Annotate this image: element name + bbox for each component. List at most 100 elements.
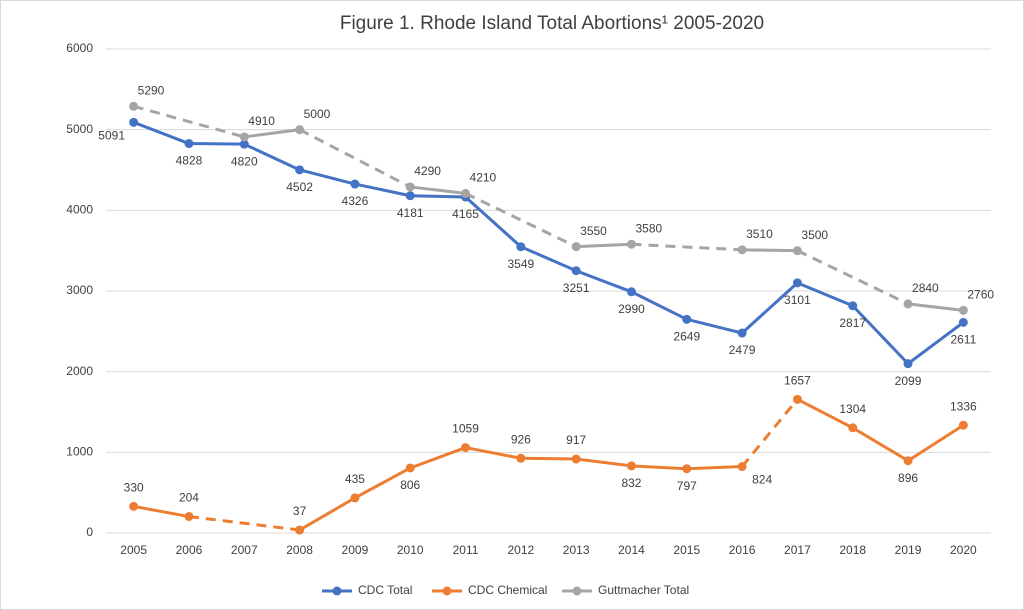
marker: [516, 242, 526, 252]
data-label: 5290: [138, 83, 165, 97]
marker: [239, 139, 249, 149]
x-tick-label: 2006: [176, 543, 203, 557]
gap-connector: [631, 242, 743, 252]
legend-label: CDC Total: [358, 583, 412, 597]
series-line: [133, 120, 965, 366]
marker: [848, 423, 858, 433]
gap-connector: [796, 249, 909, 306]
series-line: [410, 185, 466, 195]
data-label: 4502: [286, 180, 313, 194]
marker: [295, 525, 305, 535]
marker: [682, 314, 692, 324]
marker: [571, 266, 581, 276]
x-tick-label: 2008: [286, 543, 313, 557]
data-label: 5000: [304, 107, 331, 121]
marker: [737, 462, 747, 472]
marker: [129, 117, 139, 127]
marker: [958, 305, 968, 315]
marker: [737, 328, 747, 338]
data-label: 2990: [618, 302, 645, 316]
x-tick-label: 2007: [231, 543, 258, 557]
y-tick-label: 6000: [66, 41, 93, 55]
marker: [295, 165, 305, 175]
marker: [295, 125, 305, 135]
data-label: 4181: [397, 206, 424, 220]
data-label: 4910: [248, 114, 275, 128]
x-tick-label: 2015: [673, 543, 700, 557]
data-label: 3500: [801, 228, 828, 242]
y-tick-label: 4000: [66, 203, 93, 217]
x-tick-label: 2010: [397, 543, 424, 557]
data-label: 3550: [580, 224, 607, 238]
data-label: 4165: [452, 207, 479, 221]
x-tick-label: 2011: [453, 543, 479, 557]
legend-item: CDC Chemical: [432, 583, 547, 597]
series-line: [244, 128, 300, 139]
data-label: 917: [566, 433, 586, 447]
y-tick-label: 0: [86, 525, 93, 539]
x-tick-label: 2009: [342, 543, 369, 557]
marker: [682, 464, 692, 474]
data-label: 4820: [231, 154, 258, 168]
gap-connector: [133, 104, 245, 139]
marker: [405, 463, 415, 473]
data-label: 37: [293, 504, 307, 518]
marker: [792, 278, 802, 288]
x-tick-label: 2020: [950, 543, 977, 557]
marker: [239, 132, 249, 142]
marker: [903, 359, 913, 369]
data-label: 3549: [507, 257, 534, 271]
data-label: 2479: [729, 343, 756, 357]
marker: [129, 501, 139, 511]
marker: [461, 188, 471, 198]
marker: [792, 246, 802, 256]
marker: [903, 456, 913, 466]
gap-connector: [188, 515, 300, 532]
data-label: 896: [898, 471, 918, 485]
data-label: 1336: [950, 399, 977, 413]
x-tick-label: 2019: [895, 543, 922, 557]
x-tick-label: 2018: [839, 543, 866, 557]
y-tick-label: 3000: [66, 283, 93, 297]
marker: [571, 454, 581, 464]
series-line: [907, 302, 964, 312]
gap-connector: [464, 192, 577, 248]
marker: [405, 182, 415, 192]
marker: [626, 287, 636, 297]
data-label: 2649: [673, 329, 700, 343]
data-label: 3510: [746, 227, 773, 241]
legend-label: CDC Chemical: [468, 583, 547, 597]
data-label: 3101: [784, 293, 811, 307]
marker: [461, 443, 471, 453]
data-label: 806: [400, 478, 420, 492]
x-tick-label: 2012: [507, 543, 534, 557]
data-label: 330: [124, 481, 144, 495]
marker: [516, 453, 526, 463]
series-line: [742, 248, 798, 253]
series-line: [796, 398, 965, 463]
data-label: 435: [345, 472, 365, 486]
chart-title: Figure 1. Rhode Island Total Abortions¹ …: [340, 13, 764, 34]
data-label: 4828: [176, 154, 203, 168]
data-label: 2099: [895, 374, 922, 388]
legend-marker: [332, 586, 342, 596]
marker: [571, 242, 581, 252]
data-label: 2611: [950, 333, 976, 347]
marker: [903, 299, 913, 309]
x-tick-label: 2017: [784, 543, 811, 557]
x-tick-label: 2005: [120, 543, 147, 557]
legend-marker: [572, 586, 582, 596]
data-label: 926: [511, 432, 531, 446]
x-tick-label: 2016: [729, 543, 756, 557]
x-tick-label: 2013: [563, 543, 590, 557]
data-label: 832: [621, 476, 641, 490]
marker: [129, 101, 139, 111]
data-label: 204: [179, 491, 199, 505]
legend-item: CDC Total: [322, 583, 412, 597]
data-label: 1657: [784, 374, 811, 388]
data-label: 4290: [414, 164, 441, 178]
y-tick-label: 5000: [66, 122, 93, 136]
marker: [958, 420, 968, 430]
data-label: 3580: [635, 221, 662, 235]
